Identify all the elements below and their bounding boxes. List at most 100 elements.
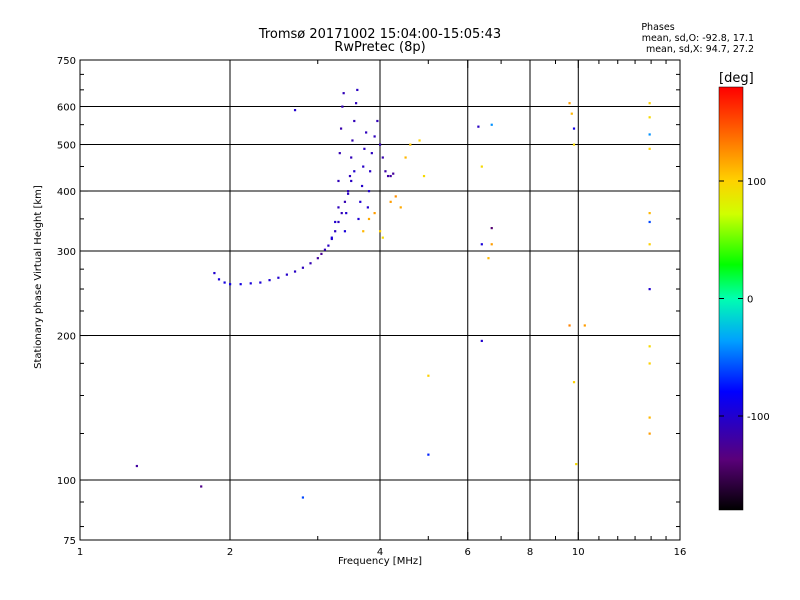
x-tick-label: 16 <box>674 547 687 558</box>
echo-point <box>362 230 365 233</box>
echo-point <box>427 453 430 456</box>
x-tick-label: 8 <box>527 547 533 558</box>
echo-point <box>367 190 371 193</box>
echo-point <box>379 230 382 233</box>
echo-point <box>301 496 305 499</box>
echo-point <box>337 206 340 209</box>
echo-point <box>648 432 651 435</box>
echo-point <box>353 119 356 123</box>
chart-title: Tromsø 20171002 15:04:00-15:05:43 <box>258 27 502 42</box>
echo-point <box>568 324 571 327</box>
colorbar-ticks: -100 0 100 <box>719 177 770 423</box>
echo-point <box>343 200 347 203</box>
echo-point <box>427 374 430 377</box>
echo-point <box>350 179 353 183</box>
echo-point <box>357 217 360 221</box>
x-tick-label: 4 <box>377 547 383 558</box>
echo-point <box>373 135 376 138</box>
echo-point <box>399 206 402 209</box>
echo-point <box>330 236 333 239</box>
echo-point <box>394 195 397 198</box>
echo-point <box>350 156 353 159</box>
echo-point <box>200 485 203 488</box>
echo-point <box>229 283 232 286</box>
echo-point <box>648 362 651 365</box>
x-tick-label: 1 <box>77 547 83 558</box>
phase-annotation-heading: Phases <box>641 22 675 33</box>
echo-point <box>309 262 312 265</box>
y-tick-label: 200 <box>57 332 76 343</box>
echo-point <box>381 156 384 159</box>
echo-point <box>339 127 343 130</box>
echo-point <box>338 152 341 155</box>
echo-point <box>345 212 348 215</box>
echo-point <box>348 174 352 178</box>
echo-point <box>404 156 407 159</box>
echo-point <box>354 102 358 105</box>
echo-point <box>334 230 337 233</box>
echo-point <box>648 220 651 224</box>
echo-point <box>366 206 369 209</box>
echo-point <box>346 190 350 193</box>
x-tick-label: 10 <box>572 547 585 558</box>
echo-point <box>293 270 297 273</box>
echo-point <box>422 174 426 178</box>
echo-point <box>480 165 483 168</box>
echo-point <box>293 109 297 112</box>
colorbar-tick-label: 100 <box>747 177 766 188</box>
echo-point <box>487 257 490 260</box>
echo-point <box>648 243 651 246</box>
echo-point <box>389 200 392 203</box>
echo-point <box>572 143 576 146</box>
echo-point <box>480 243 483 246</box>
echo-point <box>365 131 368 134</box>
y-tick-label: 600 <box>57 103 76 114</box>
echo-point <box>384 170 387 173</box>
echo-point <box>568 102 571 105</box>
echo-point <box>648 133 651 136</box>
echo-point <box>572 381 576 384</box>
echo-point <box>389 174 392 178</box>
echo-point <box>490 243 493 246</box>
y-tick-label: 400 <box>57 187 76 198</box>
echo-point <box>409 143 412 146</box>
echo-point <box>356 88 359 92</box>
colorbar-tick-label: -100 <box>747 412 770 423</box>
echo-point <box>327 244 330 247</box>
echo-point <box>583 324 586 327</box>
echo-point <box>381 236 384 239</box>
echo-point <box>490 227 493 230</box>
colorbar: [deg] -100 0 100 <box>718 71 770 511</box>
echo-point <box>367 217 371 221</box>
echo-point <box>386 174 390 178</box>
axis-ticks: 1 2 4 6 8 10 16 75 100 200 300 400 500 600 750 <box>57 56 686 558</box>
colorbar-label: [deg] <box>719 71 754 86</box>
echo-point <box>480 339 483 343</box>
echo-point <box>337 179 340 183</box>
x-tick-label: 6 <box>465 547 471 558</box>
echo-point <box>341 105 344 108</box>
echo-point <box>285 273 288 276</box>
echo-point <box>217 278 221 281</box>
echo-point <box>362 165 365 168</box>
y-tick-label: 300 <box>57 247 76 258</box>
echo-point <box>418 139 421 142</box>
grid <box>80 60 680 540</box>
y-tick-label: 500 <box>57 141 76 152</box>
echo-point <box>477 125 480 128</box>
echo-point <box>370 152 373 155</box>
echo-point <box>392 172 395 175</box>
echo-point <box>648 147 651 150</box>
phase-annotation-o: mean, sd,O: -92.8, 17.1 <box>641 33 754 44</box>
echo-point <box>379 143 382 146</box>
echo-point <box>346 192 350 195</box>
echo-point <box>648 212 651 215</box>
echo-point <box>301 266 305 269</box>
echo-point <box>316 257 319 260</box>
echo-point <box>353 170 356 173</box>
echo-point <box>135 464 138 468</box>
x-tick-label: 2 <box>227 547 233 558</box>
echo-point <box>249 282 252 285</box>
echo-point <box>259 281 262 284</box>
echo-point <box>369 170 372 173</box>
